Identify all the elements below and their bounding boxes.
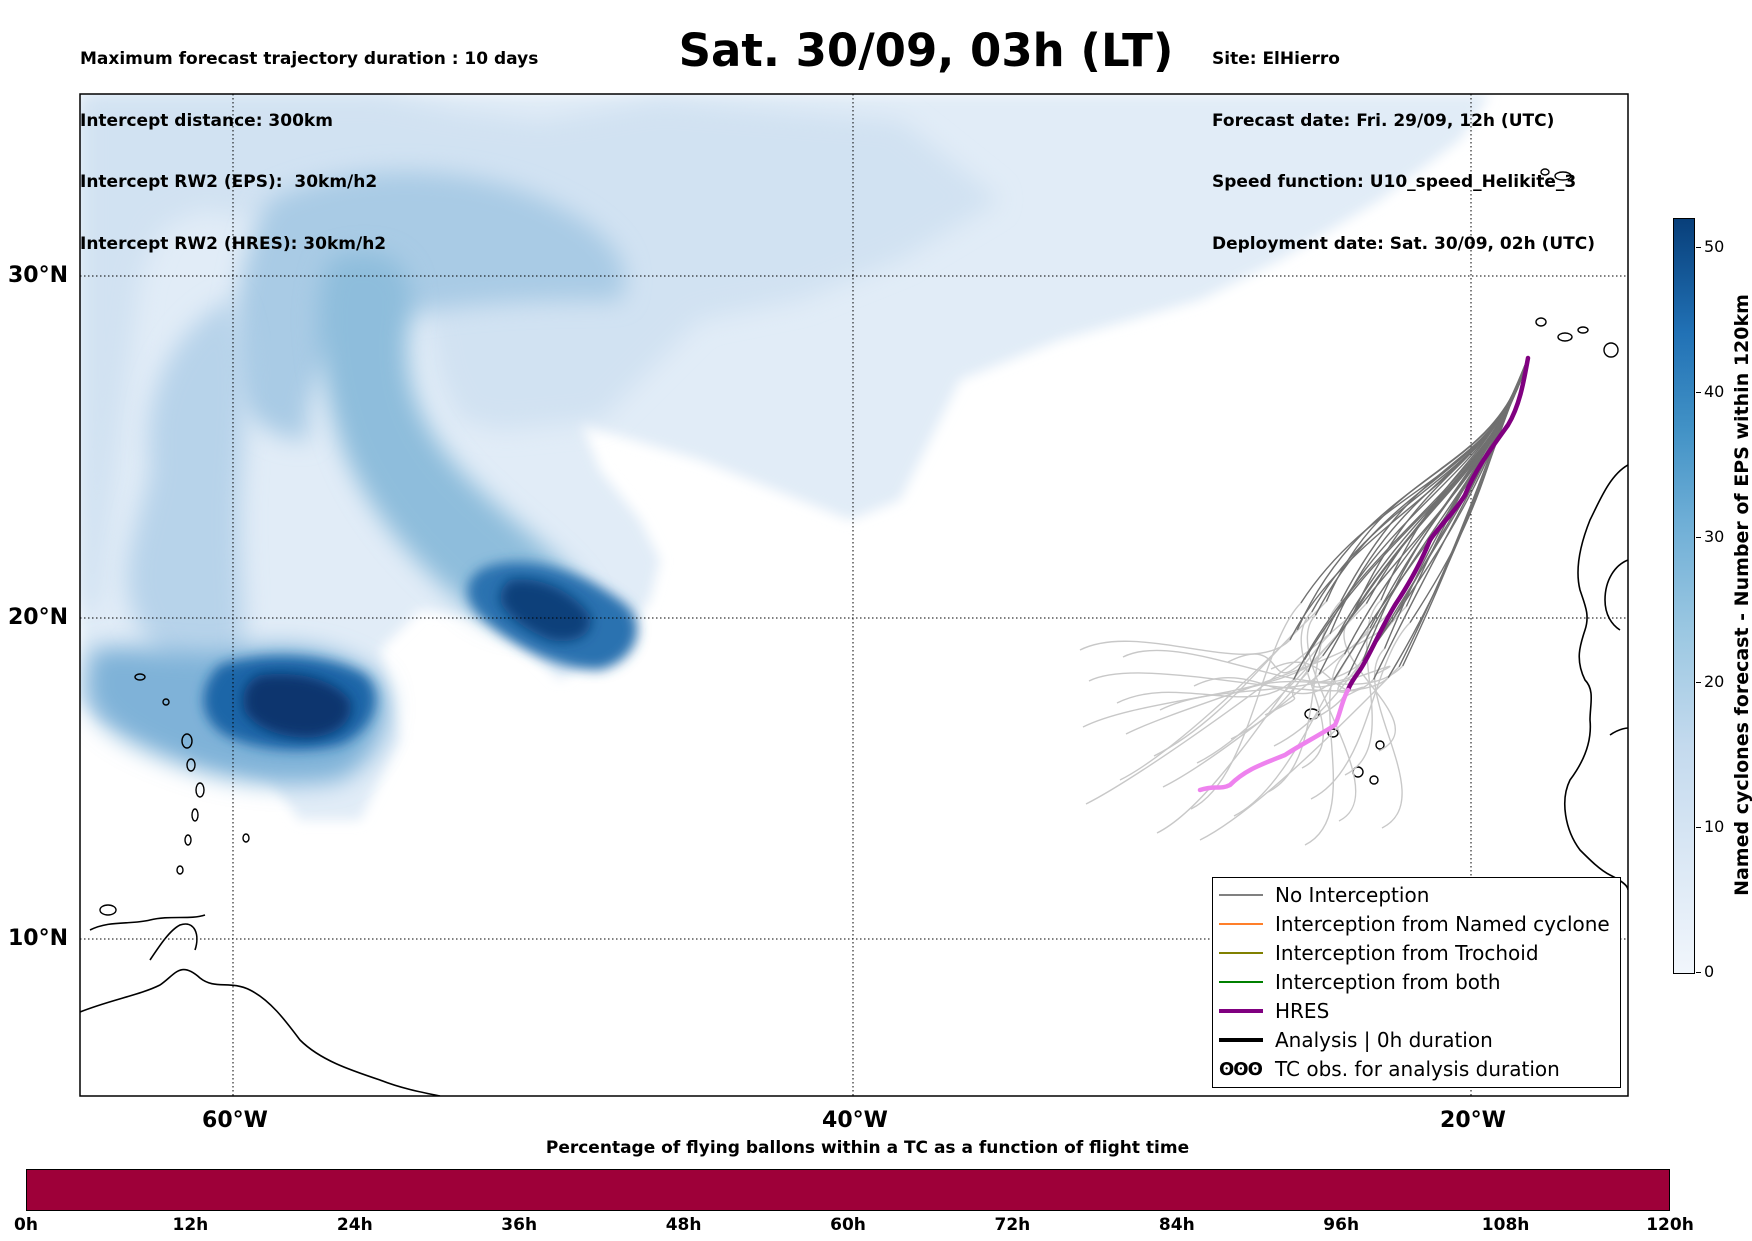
- legend-item-both: Interception from both: [1213, 968, 1620, 997]
- colorbar-tick-label: 50: [1704, 237, 1725, 256]
- trajectories-eps: [1289, 357, 1529, 681]
- lon-label-60w: 60°W: [202, 1108, 268, 1133]
- flight-time-tick-label: 24h: [336, 1215, 373, 1235]
- forecast-details: Site: ElHierro Forecast date: Fri. 29/09…: [1212, 8, 1595, 275]
- later-trajectory: [1196, 603, 1367, 764]
- param-rw2-hres: Intercept RW2 (HRES): 30km/h2: [80, 233, 387, 254]
- flight-time-tick-label: 72h: [994, 1215, 1031, 1235]
- flight-time-tick-label: 48h: [665, 1215, 702, 1235]
- lon-label-20w: 20°W: [1440, 1108, 1506, 1133]
- flight-time-tick-label: 84h: [1158, 1215, 1195, 1235]
- map-gridlines: [80, 94, 1628, 1096]
- islands: [99, 168, 1619, 916]
- later-trajectory: [1310, 622, 1411, 800]
- legend-swatch: [1219, 952, 1263, 954]
- eps-trajectory: [1325, 357, 1529, 602]
- eps-trajectory: [1409, 357, 1529, 624]
- coastlines: [80, 464, 1628, 1096]
- colorbar-tick: [1696, 972, 1701, 973]
- legend-item-trochoid: Interception from Trochoid: [1213, 939, 1620, 968]
- flight-time-tick-label: 108h: [1481, 1215, 1530, 1235]
- legend-swatch: [1219, 981, 1263, 983]
- site-name: Site: ElHierro: [1212, 49, 1340, 69]
- eps-trajectory: [1354, 357, 1529, 612]
- later-trajectory: [1236, 665, 1404, 694]
- later-trajectory: [1304, 653, 1346, 846]
- density-colorbar: [1673, 218, 1695, 974]
- later-trajectory: [1343, 616, 1396, 752]
- legend-item-hres: HRES: [1213, 997, 1620, 1026]
- legend-swatch: [1219, 1009, 1263, 1013]
- run-parameters: Maximum forecast trajectory duration : 1…: [80, 8, 538, 275]
- later-trajectory: [1344, 599, 1382, 776]
- lat-label-10n: 10°N: [8, 926, 69, 951]
- flight-time-tick-label: 0h: [14, 1215, 38, 1235]
- map-legend: No Interception Interception from Named …: [1212, 877, 1621, 1088]
- later-trajectory: [1199, 666, 1400, 841]
- page-title: Sat. 30/09, 03h (LT): [678, 24, 1174, 77]
- hres-trajectory: [1197, 355, 1531, 793]
- flight-time-tick-label: 60h: [830, 1215, 866, 1235]
- param-rw2-eps: Intercept RW2 (EPS): 30km/h2: [80, 172, 378, 192]
- colorbar-tick: [1696, 827, 1701, 828]
- eps-trajectory: [1333, 357, 1529, 681]
- param-max-duration: Maximum forecast trajectory duration : 1…: [80, 49, 539, 69]
- legend-swatch: [1219, 1038, 1263, 1042]
- legend-swatch: [1219, 923, 1263, 925]
- tc-symbol-icon: ʘʘʘ: [1219, 1059, 1263, 1080]
- deployment-date: Deployment date: Sat. 30/09, 02h (UTC): [1212, 233, 1596, 254]
- later-trajectory: [1156, 633, 1331, 834]
- eps-trajectory: [1369, 357, 1529, 629]
- flight-time-tick-label: 96h: [1323, 1215, 1360, 1235]
- colorbar-tick: [1696, 682, 1701, 683]
- legend-item-analysis: Analysis | 0h duration: [1213, 1026, 1620, 1055]
- flight-time-colorbar-title: Percentage of flying ballons within a TC…: [545, 1138, 1190, 1158]
- colorbar-tick-label: 20: [1704, 672, 1725, 691]
- later-trajectory: [1159, 660, 1364, 711]
- flight-time-colorbar: [26, 1169, 1670, 1211]
- later-trajectory: [1273, 606, 1407, 747]
- colorbar-tick-label: 40: [1704, 382, 1725, 401]
- speed-function: Speed function: U10_speed_Helikite_3: [1212, 172, 1577, 192]
- eps-trajectory: [1293, 357, 1529, 680]
- map-frame: [79, 93, 1629, 1097]
- flight-time-tick-label: 120h: [1646, 1215, 1694, 1235]
- lat-label-30n: 30°N: [8, 263, 69, 288]
- eps-trajectory: [1405, 357, 1529, 607]
- later-trajectory: [1300, 611, 1324, 769]
- later-trajectory: [1373, 648, 1403, 829]
- flight-time-tick-label: 12h: [172, 1215, 209, 1235]
- density-colorbar-label: Named cyclones forecast - Number of EPS …: [1731, 294, 1752, 896]
- later-trajectory: [1085, 610, 1356, 805]
- colorbar-tick-label: 30: [1704, 527, 1725, 546]
- colorbar-tick: [1696, 247, 1701, 248]
- legend-swatch: [1219, 894, 1263, 896]
- lon-label-40w: 40°W: [822, 1108, 888, 1133]
- eps-trajectory: [1380, 357, 1529, 601]
- colorbar-tick: [1696, 537, 1701, 538]
- later-trajectory: [1162, 606, 1396, 788]
- colorbar-tick: [1696, 392, 1701, 393]
- later-trajectory: [1227, 653, 1306, 674]
- later-trajectory: [1122, 649, 1360, 683]
- colorbar-tick-label: 0: [1704, 962, 1715, 981]
- later-trajectory: [1079, 639, 1291, 655]
- later-trajectory: [1190, 602, 1302, 810]
- later-trajectory: [1125, 621, 1393, 735]
- later-trajectory: [1119, 601, 1327, 781]
- param-intercept-distance: Intercept distance: 300km: [80, 110, 333, 131]
- lat-label-20n: 20°N: [8, 605, 69, 630]
- forecast-date: Forecast date: Fri. 29/09, 12h (UTC): [1212, 110, 1555, 131]
- flight-time-tick-label: 36h: [501, 1215, 538, 1235]
- later-trajectory: [1088, 672, 1389, 692]
- legend-item-named-cyclone: Interception from Named cyclone: [1213, 910, 1620, 939]
- legend-item-no-interception: No Interception: [1213, 881, 1620, 910]
- colorbar-tick-label: 10: [1704, 817, 1725, 836]
- legend-item-tc-obs: ʘʘʘ TC obs. for analysis duration: [1213, 1055, 1620, 1084]
